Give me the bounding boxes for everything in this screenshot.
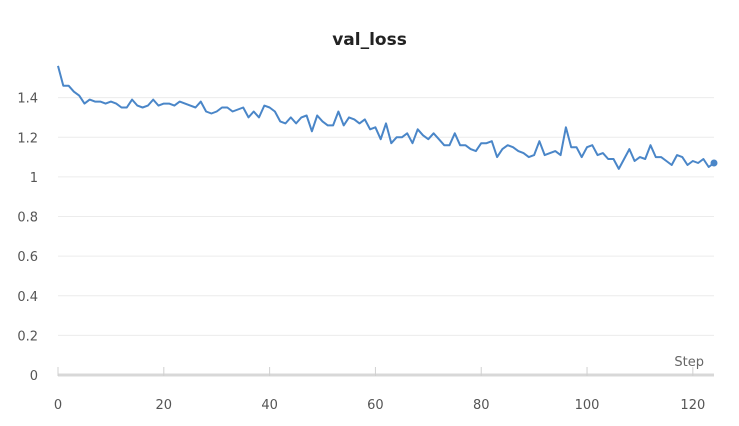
y-tick-label: 1.4 xyxy=(17,92,38,107)
y-tick-label: 0.4 xyxy=(17,290,38,305)
y-tick-label: 0 xyxy=(30,369,38,384)
x-tick-label: 100 xyxy=(575,398,600,413)
x-tick-label: 40 xyxy=(261,398,278,413)
y-tick-label: 0.6 xyxy=(17,250,38,265)
x-tick-label: 0 xyxy=(54,398,62,413)
x-tick-label: 80 xyxy=(473,398,490,413)
gridlines xyxy=(58,97,714,336)
series-group xyxy=(57,65,718,170)
x-tick-label: 20 xyxy=(156,398,173,413)
y-axis-ticks: 0 0.2 0.4 0.6 0.8 1 1.2 1.4 xyxy=(17,92,38,384)
chart-title: val_loss xyxy=(332,30,407,50)
y-tick-label: 1.2 xyxy=(17,131,38,146)
y-tick-label: 0.2 xyxy=(17,329,38,344)
x-axis-label: Step xyxy=(674,355,704,370)
x-axis-ticks: 0 20 40 60 80 100 120 xyxy=(54,367,705,413)
x-tick-label: 60 xyxy=(367,398,384,413)
series-line xyxy=(57,65,715,170)
x-tick-label: 120 xyxy=(680,398,705,413)
y-tick-label: 0.8 xyxy=(17,211,38,226)
last-point-marker xyxy=(710,159,718,167)
y-tick-label: 1 xyxy=(30,171,38,186)
